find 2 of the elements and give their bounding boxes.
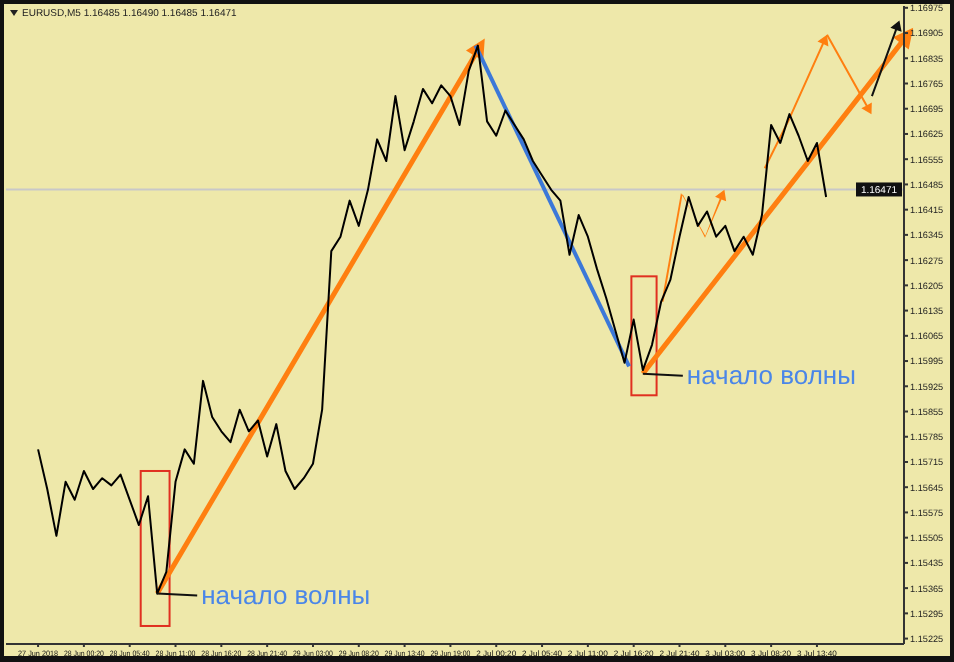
annotation: начало волны bbox=[686, 359, 856, 390]
annotation: начало волны bbox=[201, 579, 371, 610]
